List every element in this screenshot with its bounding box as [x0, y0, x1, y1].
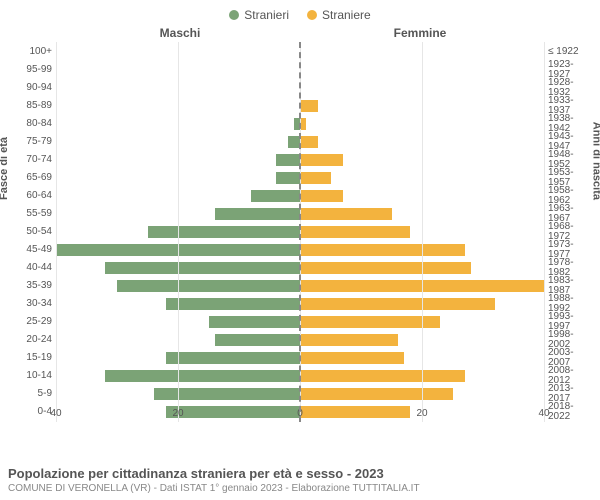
column-headers: Maschi Femmine	[0, 26, 600, 42]
bar-female	[300, 262, 471, 274]
bar-male	[105, 370, 300, 382]
age-label: 75-79	[8, 134, 52, 150]
age-label: 30-34	[8, 296, 52, 312]
y-axis-right-labels: ≤ 1922 1923-1927 1928-1932 1933-1937 1938-19…	[544, 42, 592, 422]
birth-label: 1948-1952	[548, 152, 592, 168]
birth-label: ≤ 1922	[548, 44, 592, 60]
legend-swatch-male	[229, 10, 239, 20]
bar-male	[215, 334, 300, 346]
birth-label: 1978-1982	[548, 260, 592, 276]
birth-label: 1968-1972	[548, 224, 592, 240]
birth-label: 1943-1947	[548, 134, 592, 150]
legend-swatch-female	[307, 10, 317, 20]
bar-female	[300, 154, 343, 166]
bar-male	[105, 262, 300, 274]
birth-label: 1973-1977	[548, 242, 592, 258]
age-label: 60-64	[8, 188, 52, 204]
bar-male	[276, 154, 300, 166]
birth-label: 1988-1992	[548, 296, 592, 312]
age-label: 40-44	[8, 260, 52, 276]
bar-male	[276, 172, 300, 184]
bar-female	[300, 370, 465, 382]
legend-label-female: Straniere	[322, 8, 371, 22]
plot-area	[56, 42, 544, 422]
birth-label: 1928-1932	[548, 80, 592, 96]
bar-female	[300, 190, 343, 202]
bar-female	[300, 208, 392, 220]
bar-male	[166, 352, 300, 364]
age-label: 35-39	[8, 278, 52, 294]
birth-label: 1983-1987	[548, 278, 592, 294]
x-tick-label: 20	[172, 408, 183, 419]
bar-female	[300, 388, 453, 400]
age-label: 45-49	[8, 242, 52, 258]
gridline	[178, 42, 179, 422]
birth-label: 1953-1957	[548, 170, 592, 186]
pyramid-chart: 100+ 95-99 90-94 85-89 80-84 75-79 70-74 65-69 6…	[0, 42, 600, 422]
x-tick-label: 40	[538, 408, 549, 419]
bar-female	[300, 316, 440, 328]
bar-female	[300, 100, 318, 112]
gridline	[56, 42, 57, 422]
y-axis-left-labels: 100+ 95-99 90-94 85-89 80-84 75-79 70-74 65-69 6…	[8, 42, 56, 422]
age-label: 80-84	[8, 116, 52, 132]
bar-female	[300, 334, 398, 346]
birth-label: 1933-1937	[548, 98, 592, 114]
age-label: 55-59	[8, 206, 52, 222]
birth-label: 1963-1967	[548, 206, 592, 222]
age-label: 15-19	[8, 350, 52, 366]
birth-label: 1958-1962	[548, 188, 592, 204]
chart-title: Popolazione per cittadinanza straniera p…	[8, 466, 592, 481]
age-label: 70-74	[8, 152, 52, 168]
bar-male	[117, 280, 300, 292]
bar-female	[300, 298, 495, 310]
bar-female	[300, 244, 465, 256]
age-label: 90-94	[8, 80, 52, 96]
birth-label: 1938-1942	[548, 116, 592, 132]
center-divider	[299, 42, 301, 422]
bar-female	[300, 352, 404, 364]
bar-female	[300, 226, 410, 238]
column-header-left: Maschi	[60, 26, 300, 40]
bar-male	[251, 190, 300, 202]
birth-label: 1923-1927	[548, 62, 592, 78]
bar-male	[148, 226, 301, 238]
x-tick-label: 40	[50, 408, 61, 419]
legend-item-male: Stranieri	[229, 8, 289, 22]
age-label: 95-99	[8, 62, 52, 78]
bar-female	[300, 136, 318, 148]
age-label: 100+	[8, 44, 52, 60]
gridline	[544, 42, 545, 422]
birth-label: 2008-2012	[548, 368, 592, 384]
age-label: 65-69	[8, 170, 52, 186]
birth-label: 1998-2002	[548, 332, 592, 348]
legend: Stranieri Straniere	[0, 0, 600, 26]
chart-subtitle: COMUNE DI VERONELLA (VR) - Dati ISTAT 1°…	[8, 483, 592, 494]
birth-label: 2018-2022	[548, 404, 592, 420]
age-label: 25-29	[8, 314, 52, 330]
age-label: 85-89	[8, 98, 52, 114]
birth-label: 2003-2007	[548, 350, 592, 366]
column-header-right: Femmine	[300, 26, 540, 40]
bar-female	[300, 172, 331, 184]
bar-male	[154, 388, 300, 400]
bar-male	[166, 298, 300, 310]
x-tick-label: 20	[416, 408, 427, 419]
age-label: 10-14	[8, 368, 52, 384]
bar-male	[215, 208, 300, 220]
bar-male	[209, 316, 301, 328]
birth-label: 1993-1997	[548, 314, 592, 330]
age-label: 20-24	[8, 332, 52, 348]
age-label: 5-9	[8, 386, 52, 402]
age-label: 0-4	[8, 404, 52, 420]
age-label: 50-54	[8, 224, 52, 240]
legend-label-male: Stranieri	[244, 8, 289, 22]
gridline	[422, 42, 423, 422]
chart-footer: Popolazione per cittadinanza straniera p…	[8, 466, 592, 494]
birth-label: 2013-2017	[548, 386, 592, 402]
legend-item-female: Straniere	[307, 8, 371, 22]
